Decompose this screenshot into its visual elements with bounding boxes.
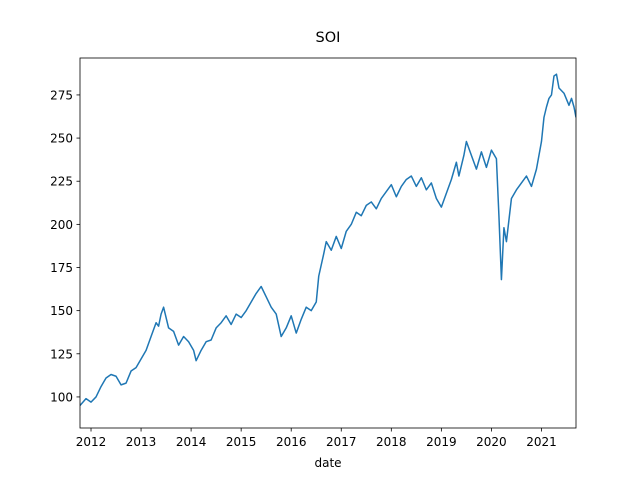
plot-frame [79, 57, 577, 429]
chart-title: SOI [316, 30, 341, 46]
x-axis-label: date [314, 456, 341, 470]
x-tick-label: 2021 [526, 435, 557, 449]
y-tick-label: 100 [50, 390, 73, 404]
y-tick-label: 125 [50, 347, 73, 361]
x-tick-label: 2018 [376, 435, 407, 449]
x-tick-label: 2020 [476, 435, 507, 449]
x-tick-label: 2013 [126, 435, 157, 449]
x-tick-label: 2014 [176, 435, 207, 449]
y-tick-label: 200 [50, 218, 73, 232]
y-tick-label: 275 [50, 88, 73, 102]
y-tick-label: 225 [50, 175, 73, 189]
x-tick-label: 2017 [326, 435, 357, 449]
x-tick-label: 2016 [276, 435, 307, 449]
x-tick-label: 2015 [226, 435, 257, 449]
y-tick-label: 175 [50, 261, 73, 275]
y-tick-label: 250 [50, 132, 73, 146]
x-tick-label: 2019 [426, 435, 457, 449]
y-tick-label: 150 [50, 304, 73, 318]
data-line [80, 73, 576, 407]
x-tick-label: 2012 [76, 435, 107, 449]
